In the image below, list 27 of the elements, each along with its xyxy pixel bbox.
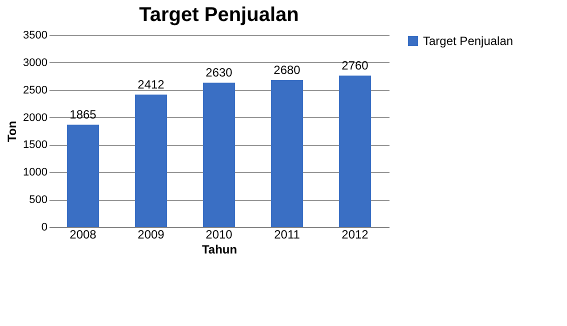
data-label: 2630	[206, 66, 233, 80]
y-tick-label: 0	[41, 222, 48, 234]
chart-title: Target Penjualan	[139, 4, 299, 26]
x-tick-label: 2012	[342, 228, 369, 242]
bar	[135, 94, 167, 227]
y-axis-title: Ton	[5, 120, 20, 142]
x-tick-label: 2011	[274, 228, 300, 242]
y-tick-label: 3500	[23, 30, 48, 42]
legend-label: Target Penjualan	[423, 34, 514, 48]
x-tick-label: 2009	[138, 228, 165, 242]
y-tick-label: 1500	[23, 139, 48, 152]
bar	[271, 80, 303, 227]
y-tick-label: 500	[29, 194, 48, 206]
y-tick-label: 2000	[23, 112, 48, 124]
x-tick-label: 2010	[206, 228, 233, 242]
x-axis-title: Tahun	[202, 242, 238, 256]
bar	[203, 82, 235, 227]
y-tick-label: 3000	[23, 56, 48, 69]
bar	[339, 76, 371, 227]
data-label: 2412	[138, 78, 165, 92]
y-tick-label: 1000	[23, 166, 48, 179]
y-tick-label: 2500	[23, 84, 48, 96]
bar	[67, 124, 99, 227]
data-label: 2680	[274, 62, 301, 77]
data-label: 2760	[342, 58, 369, 73]
x-tick-label: 2008	[70, 228, 97, 242]
data-label: 1865	[70, 108, 97, 122]
